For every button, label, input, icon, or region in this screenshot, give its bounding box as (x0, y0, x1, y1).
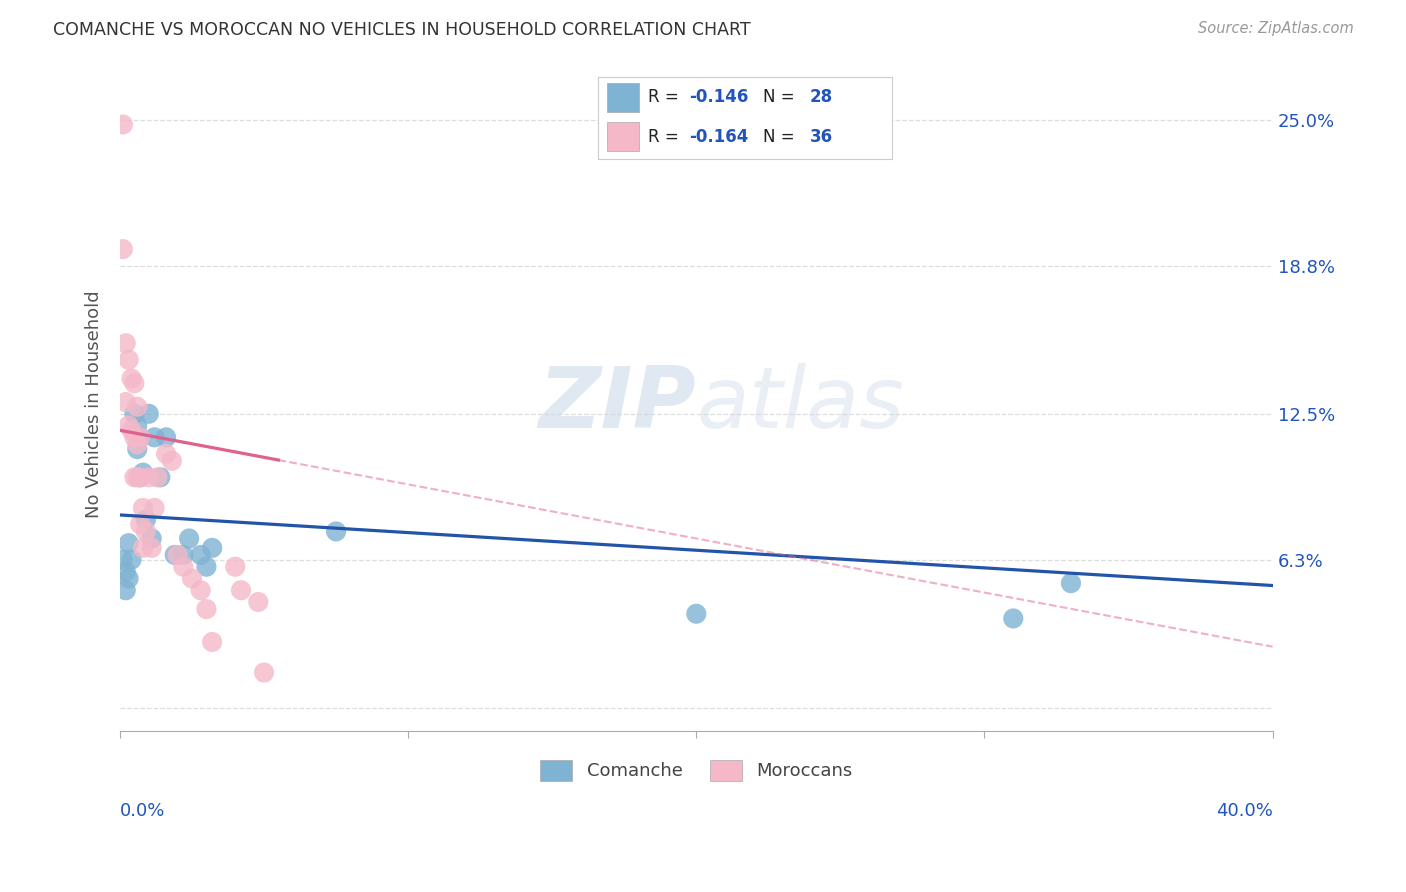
Point (124, 470, 146, 484)
Point (181, 572, 204, 586)
Point (155, 430, 177, 444)
Point (143, 430, 166, 444)
Point (111, 552, 134, 566)
Point (117, 536, 139, 550)
Point (111, 242, 134, 256)
Text: Source: ZipAtlas.com: Source: ZipAtlas.com (1198, 21, 1354, 36)
Point (160, 454, 183, 468)
Point (224, 559, 246, 574)
Text: 0.0%: 0.0% (120, 802, 166, 820)
Point (114, 395, 136, 409)
Point (155, 447, 177, 461)
Point (114, 583, 136, 598)
Text: ZIP: ZIP (538, 363, 696, 446)
Point (201, 541, 224, 555)
Point (127, 442, 149, 456)
Text: COMANCHE VS MOROCCAN NO VEHICLES IN HOUSEHOLD CORRELATION CHART: COMANCHE VS MOROCCAN NO VEHICLES IN HOUS… (53, 21, 751, 38)
Point (138, 407, 160, 421)
Point (253, 665, 276, 680)
Point (127, 470, 149, 484)
Point (141, 541, 163, 555)
Point (132, 500, 155, 515)
Point (685, 607, 707, 621)
Y-axis label: No Vehicles in Household: No Vehicles in Household (86, 291, 103, 518)
Point (190, 548, 212, 562)
Point (132, 541, 155, 555)
Point (117, 572, 139, 586)
Point (190, 583, 212, 598)
Point (135, 513, 157, 527)
Point (146, 470, 169, 484)
Point (124, 430, 146, 444)
Legend: Comanche, Moroccans: Comanche, Moroccans (533, 753, 860, 788)
Point (1060, 576, 1083, 591)
Point (121, 423, 143, 437)
Point (172, 559, 194, 574)
Point (229, 583, 252, 598)
Point (201, 635, 224, 649)
Point (195, 602, 218, 616)
Text: 40.0%: 40.0% (1216, 802, 1272, 820)
Point (149, 470, 172, 484)
Point (129, 470, 152, 484)
Point (114, 336, 136, 351)
Point (121, 371, 143, 385)
Point (132, 466, 155, 480)
Point (129, 430, 152, 444)
Point (247, 595, 270, 609)
Point (127, 437, 149, 451)
Point (114, 565, 136, 579)
Point (1002, 611, 1025, 625)
Point (141, 532, 163, 546)
Point (127, 400, 149, 414)
Point (325, 524, 347, 539)
Point (163, 548, 186, 562)
Point (138, 470, 160, 484)
Point (117, 418, 139, 433)
Point (129, 430, 152, 444)
Point (121, 552, 143, 566)
Point (172, 548, 194, 562)
Point (127, 418, 149, 433)
Point (135, 524, 157, 539)
Point (124, 407, 146, 421)
Point (195, 559, 218, 574)
Point (143, 500, 166, 515)
Point (179, 532, 201, 546)
Point (124, 376, 146, 391)
Point (129, 470, 152, 484)
Point (166, 548, 188, 562)
Point (129, 517, 152, 532)
Point (111, 118, 134, 132)
Text: atlas: atlas (696, 363, 904, 446)
Point (117, 352, 139, 367)
